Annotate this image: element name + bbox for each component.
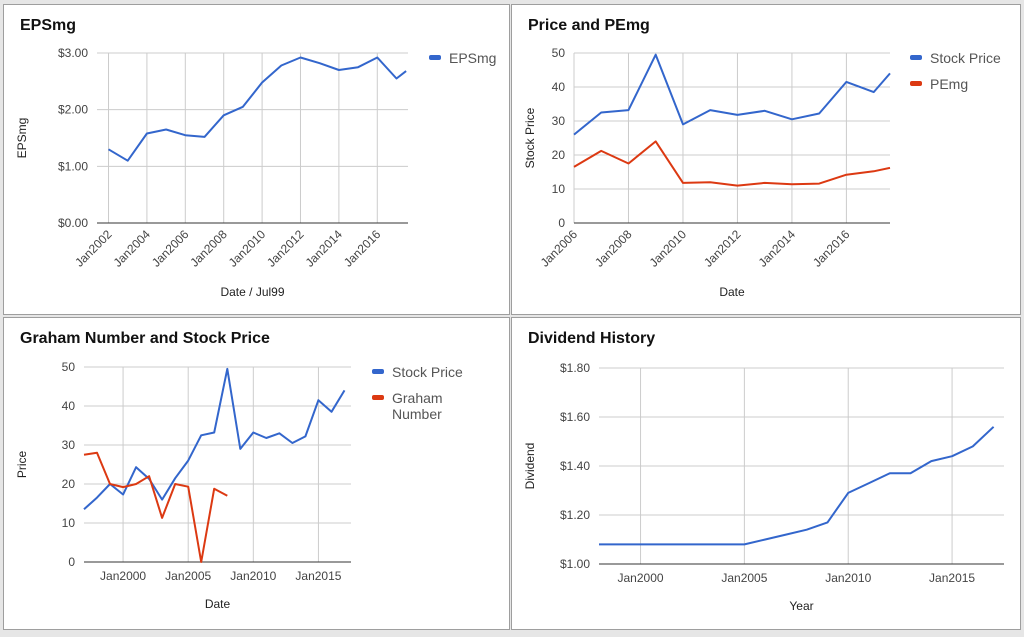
- series-line-pemg: [573, 140, 891, 187]
- x-tick-label: Jan2015: [929, 571, 975, 585]
- x-tick-label: Jan2005: [721, 571, 767, 585]
- graham-chart-panel: Graham Number and Stock Price 0 10 20 30 40 5…: [3, 317, 510, 630]
- legend-label: Number: [392, 406, 442, 422]
- y-tick-label: 50: [552, 46, 566, 60]
- x-tick-label: Jan2016: [341, 227, 384, 270]
- y-tick-label: 10: [62, 516, 76, 530]
- y-tick-label: 50: [62, 360, 76, 374]
- x-tick-label: Jan2006: [149, 227, 192, 270]
- y-tick-label: 30: [552, 114, 566, 128]
- x-tick-label: Jan2014: [303, 227, 346, 270]
- x-tick-label: Jan2012: [701, 227, 744, 270]
- legend-swatch: [372, 395, 384, 400]
- x-tick-label: Jan2010: [230, 569, 276, 583]
- x-axis-title: Date / Jul99: [220, 285, 284, 299]
- y-tick-label: $2.00: [58, 103, 88, 117]
- series-line-data: [599, 426, 995, 546]
- price-pemg-chart-panel: Price and PEmg 0 10 20 30 40 50 Jan2006 Jan2008…: [511, 4, 1021, 315]
- x-tick-label: Jan2016: [810, 227, 853, 270]
- x-tick-label: Jan2004: [111, 227, 154, 270]
- legend-swatch: [372, 369, 384, 374]
- y-tick-label: $1.00: [560, 557, 590, 571]
- x-tick-label: Jan2000: [100, 569, 146, 583]
- x-tick-label: Jan2002: [72, 227, 115, 270]
- x-tick-label: Jan2010: [647, 227, 690, 270]
- x-axis-title: Date: [719, 285, 745, 299]
- graham-chart-svg: 0 10 20 30 40 50 Jan2000 Jan2005 Jan2010 Jan2015 P…: [15, 360, 463, 611]
- x-tick-label: Jan2015: [295, 569, 341, 583]
- x-tick-label: Jan2008: [592, 227, 635, 270]
- x-tick-label: Jan2014: [756, 227, 799, 270]
- y-tick-label: $1.40: [560, 459, 590, 473]
- y-tick-label: $3.00: [58, 46, 88, 60]
- y-tick-label: 40: [552, 80, 566, 94]
- legend-label: Graham: [392, 390, 443, 406]
- y-tick-label: 0: [68, 555, 75, 569]
- x-tick-label: Jan2010: [825, 571, 871, 585]
- chart-title: Graham Number and Stock Price: [20, 330, 270, 347]
- legend-label: PEmg: [930, 76, 968, 92]
- y-tick-label: $0.00: [58, 216, 88, 230]
- legend-label: Stock Price: [930, 50, 1001, 66]
- y-tick-label: $1.80: [560, 361, 590, 375]
- x-tick-label: Jan2008: [187, 227, 230, 270]
- legend-label: EPSmg: [449, 50, 496, 66]
- x-tick-label: Jan2010: [226, 227, 269, 270]
- y-tick-label: $1.20: [560, 508, 590, 522]
- legend-label: Stock Price: [392, 364, 463, 380]
- legend-swatch: [910, 55, 922, 60]
- chart-title: Price and PEmg: [528, 17, 650, 34]
- x-tick-label: Jan2012: [264, 227, 307, 270]
- price-pemg-chart-svg: 0 10 20 30 40 50 Jan2006 Jan2008 Jan2010 Jan2012 J…: [523, 46, 1001, 299]
- x-tick-label: Jan2000: [618, 571, 664, 585]
- y-tick-label: 30: [62, 438, 76, 452]
- y-tick-label: 20: [552, 148, 566, 162]
- dividend-chart-svg: $1.00 $1.20 $1.40 $1.60 $1.80 Jan2000 Jan2005 J…: [523, 361, 1004, 613]
- y-tick-label: $1.00: [58, 159, 88, 173]
- y-tick-label: $1.60: [560, 410, 590, 424]
- series-line-epsmg: [107, 56, 407, 162]
- y-axis-title: EPSmg: [15, 118, 29, 159]
- eps-chart-panel: EPSmg $0.00 $1.00 $2.00 $3.00 Jan2002 Jan2004…: [3, 4, 510, 315]
- y-axis-title: Price: [15, 451, 29, 479]
- dividend-chart-panel: Dividend History $1.00 $1.20 $1.40 $1.60 $1.…: [511, 317, 1021, 630]
- chart-title: Dividend History: [528, 330, 656, 347]
- y-tick-label: 40: [62, 399, 76, 413]
- y-tick-label: 20: [62, 477, 76, 491]
- eps-chart-svg: $0.00$1.00$2.00$3.00Jan2002Jan2004Jan200…: [15, 46, 496, 299]
- y-tick-label: 10: [552, 182, 566, 196]
- series-line-graham-number: [83, 451, 228, 563]
- legend-swatch: [910, 81, 922, 86]
- chart-title: EPSmg: [20, 17, 77, 34]
- x-axis-title: Year: [789, 599, 813, 613]
- legend-swatch: [429, 55, 441, 60]
- y-tick-label: 0: [558, 216, 565, 230]
- y-axis-title: Dividend: [523, 443, 537, 490]
- series-line-stock-price: [573, 53, 891, 136]
- x-tick-label: Jan2006: [538, 227, 581, 270]
- y-axis-title: Stock Price: [523, 107, 537, 168]
- x-tick-label: Jan2005: [165, 569, 211, 583]
- x-axis-title: Date: [205, 597, 231, 611]
